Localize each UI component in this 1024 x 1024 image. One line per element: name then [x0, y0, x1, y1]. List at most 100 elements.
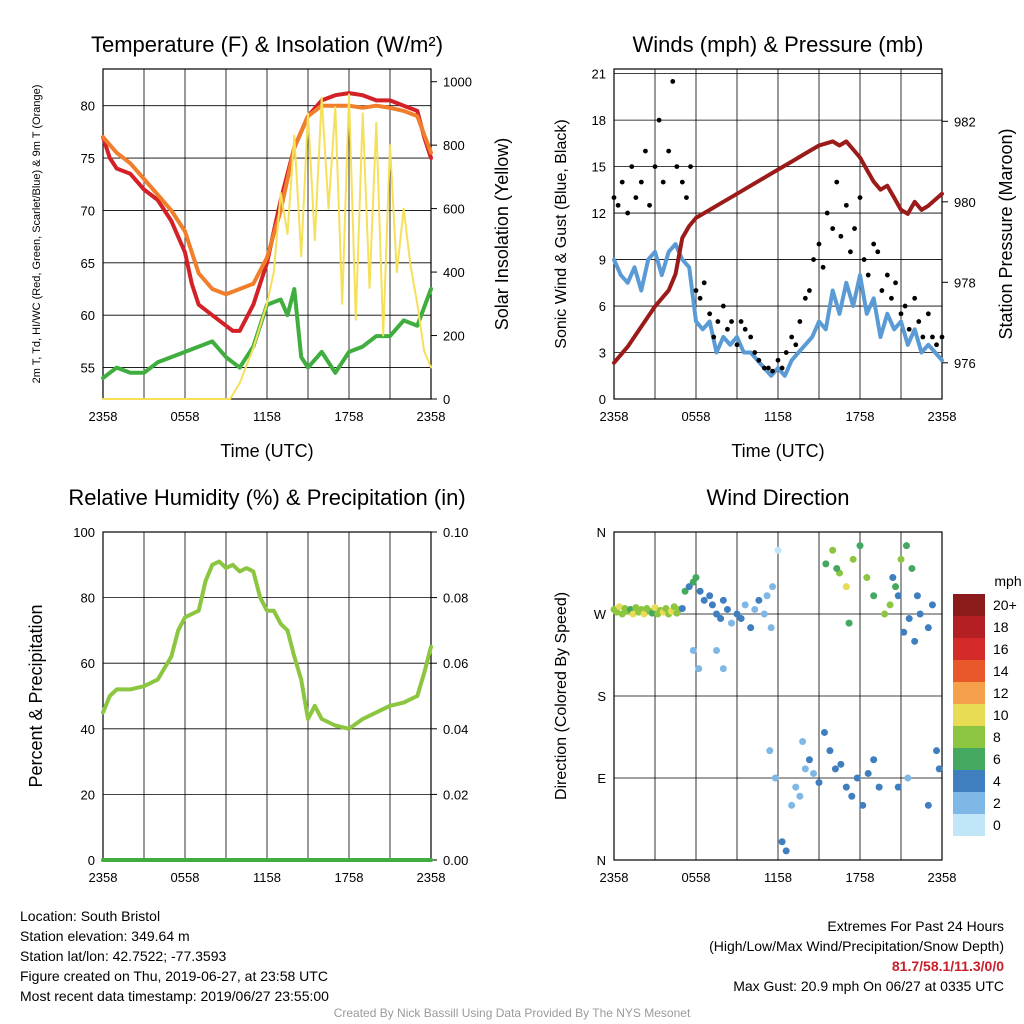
point-gust — [898, 311, 904, 317]
y2-tick-label: 978 — [954, 275, 976, 290]
point-gust — [848, 249, 853, 255]
point-gust — [707, 311, 713, 317]
point-gust — [906, 326, 912, 332]
point-gust — [693, 288, 699, 293]
point-gust — [789, 334, 795, 340]
direction-point — [700, 596, 708, 604]
direction-point — [778, 838, 786, 846]
y-tick-label: S — [597, 689, 606, 704]
legend-label: 12 — [993, 685, 1009, 701]
direction-point — [613, 608, 621, 616]
point-gust — [756, 357, 762, 363]
point-gust — [861, 257, 867, 262]
point-gust — [830, 226, 836, 231]
direction-point — [924, 624, 932, 632]
point-gust — [838, 233, 844, 239]
latlon-text: Station lat/lon: 42.7522; -77.3593 — [20, 948, 227, 964]
point-gust — [843, 202, 849, 208]
point-gust — [629, 164, 635, 170]
legend-swatch — [953, 638, 985, 660]
direction-point — [766, 747, 774, 755]
legend-swatch — [953, 814, 985, 836]
direction-point — [826, 747, 834, 755]
x-tick-label: 2358 — [417, 870, 446, 885]
extremes-values: 81.7/58.1/11.3/0/0 — [891, 958, 1004, 974]
y-tick-label: 9 — [599, 253, 606, 268]
x-tick-label: 2358 — [928, 409, 957, 424]
direction-point — [771, 774, 779, 782]
x-tick-label: 1158 — [764, 870, 792, 885]
y-tick-label: 40 — [81, 722, 95, 737]
point-gust — [674, 164, 680, 170]
legend-label: 6 — [993, 751, 1001, 767]
y-tick-label: 100 — [73, 525, 95, 540]
point-gust — [715, 319, 721, 324]
chart-title: Relative Humidity (%) & Precipitation (i… — [68, 485, 465, 510]
direction-point — [894, 783, 902, 791]
credit-text: Created By Nick Bassill Using Data Provi… — [333, 1006, 691, 1020]
direction-point — [916, 610, 924, 618]
y2-tick-label: 0.04 — [443, 722, 468, 737]
direction-point — [902, 542, 910, 550]
x-tick-label: 1758 — [335, 870, 364, 885]
y-axis-label: Sonic Wind & Gust (Blue, Black) — [553, 119, 570, 348]
point-gust — [761, 365, 767, 371]
y2-tick-label: 980 — [954, 195, 976, 210]
direction-point — [737, 615, 745, 623]
point-gust — [619, 179, 625, 185]
point-gust — [766, 365, 771, 371]
direction-point — [640, 610, 648, 618]
point-gust — [912, 295, 918, 301]
y-tick-label: 60 — [81, 656, 95, 671]
legend-label: 4 — [993, 773, 1001, 789]
point-gust — [879, 288, 885, 293]
legend-swatch — [953, 726, 985, 748]
direction-point — [842, 783, 850, 791]
point-gust — [679, 179, 685, 185]
direction-point — [820, 728, 828, 736]
legend-swatch — [953, 770, 985, 792]
point-gust — [720, 303, 726, 309]
legend-swatch — [953, 704, 985, 726]
point-gust — [865, 272, 871, 278]
point-gust — [615, 202, 621, 208]
y-tick-label: 21 — [592, 67, 606, 82]
direction-point — [685, 583, 693, 591]
y-axis-label: Direction (Colored By Speed) — [553, 592, 570, 800]
station-info: Location: South Bristol Station elevatio… — [20, 906, 329, 1006]
direction-point — [886, 601, 894, 609]
point-gust — [670, 78, 676, 84]
direction-point — [719, 596, 727, 604]
y-axis-label: 2m T, Td, HI/WC (Red, Green, Scarlet/Blu… — [31, 85, 43, 384]
direction-point — [805, 756, 813, 764]
y2-tick-label: 400 — [443, 265, 465, 280]
direction-point — [845, 619, 853, 627]
point-gust — [738, 319, 744, 324]
point-gust — [656, 117, 662, 123]
series-solar-insolation — [102, 93, 432, 400]
point-gust — [824, 210, 830, 216]
legend-swatch — [953, 682, 985, 704]
y2-axis-label: Solar Insolation (Yellow) — [492, 138, 512, 330]
direction-point — [842, 583, 850, 591]
created-text: Figure created on Thu, 2019-06-27, at 23… — [20, 968, 328, 984]
direction-point — [799, 738, 807, 746]
point-gust — [797, 319, 803, 324]
point-gust — [834, 179, 840, 185]
point-gust — [783, 350, 789, 355]
y2-tick-label: 0.00 — [443, 853, 468, 868]
y-tick-label: 3 — [599, 346, 606, 361]
direction-point — [810, 769, 818, 777]
y-tick-label: 55 — [81, 361, 95, 376]
y2-tick-label: 0.02 — [443, 787, 468, 802]
direction-point — [796, 792, 804, 800]
direction-point — [859, 801, 867, 809]
y-tick-label: 20 — [81, 787, 95, 802]
series-2m-t — [101, 91, 433, 333]
chart-title: Winds (mph) & Pressure (mb) — [633, 32, 924, 57]
direction-point — [741, 601, 749, 609]
point-gust — [852, 226, 857, 231]
y-tick-label: 60 — [81, 308, 95, 323]
point-gust — [625, 210, 631, 216]
x-tick-label: 2358 — [600, 870, 629, 885]
